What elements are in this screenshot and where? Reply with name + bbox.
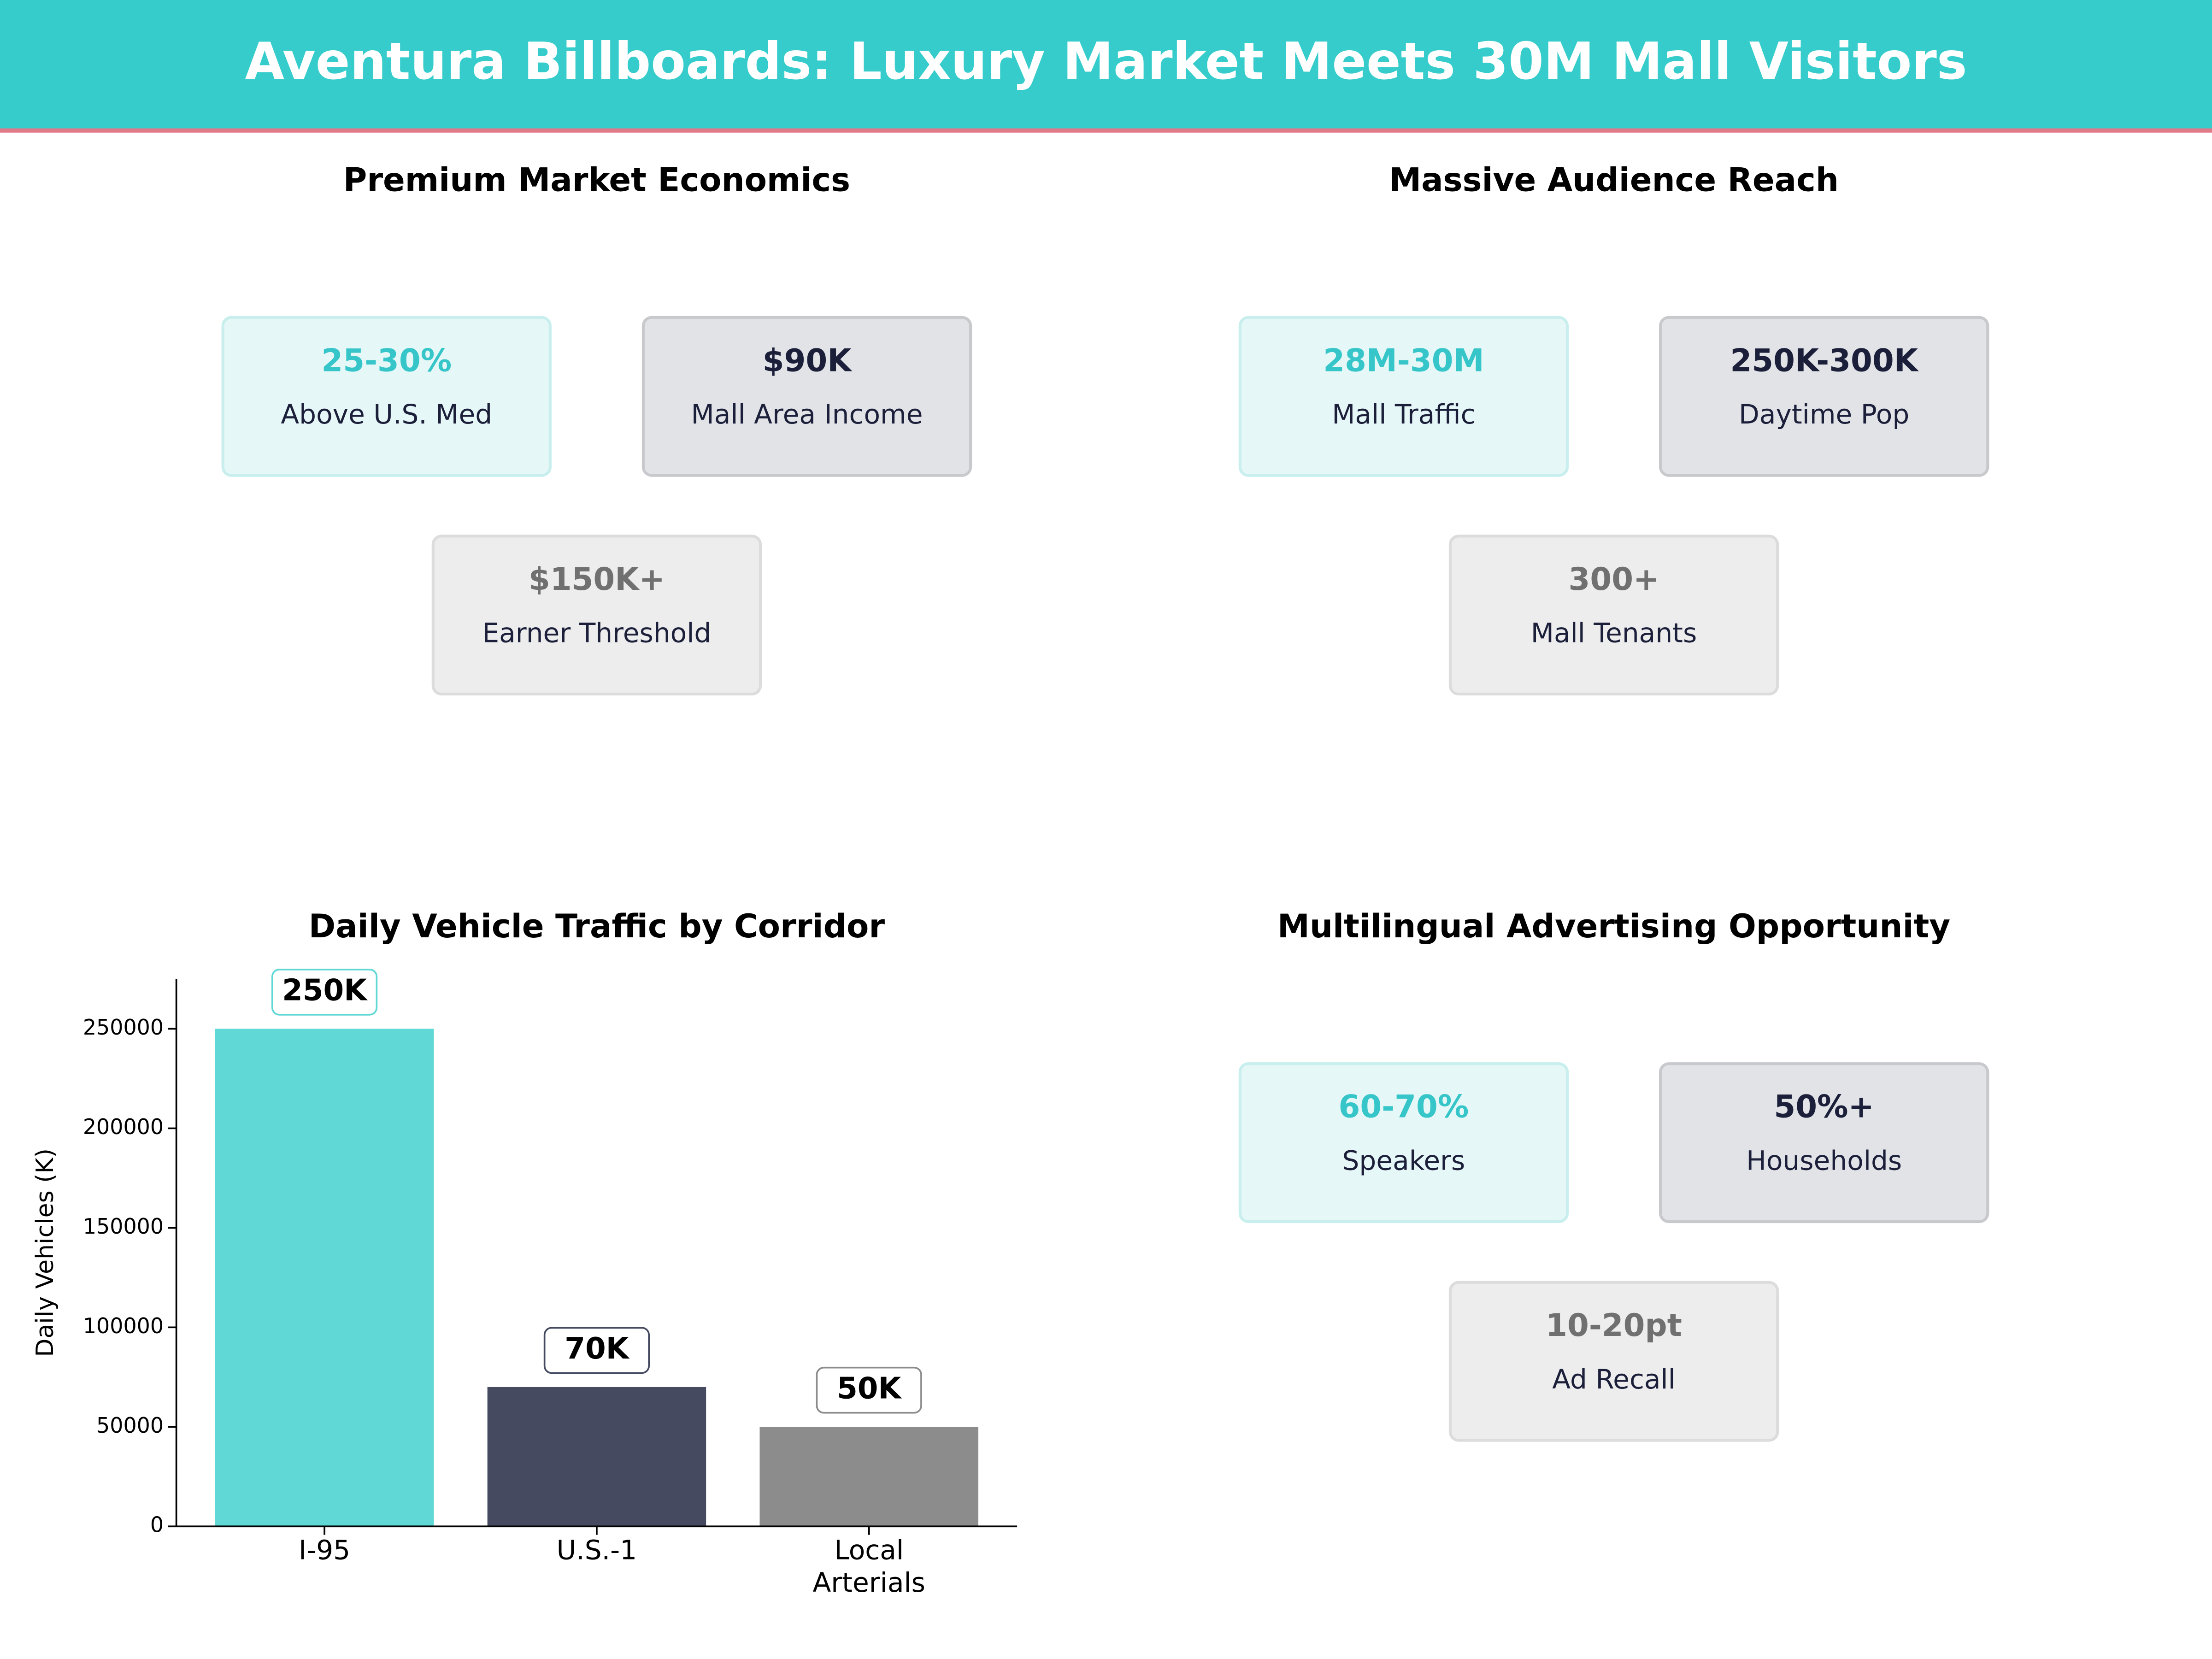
x-tick-label: Local Arterials (812, 1534, 925, 1598)
value-label-box (816, 1366, 922, 1414)
stat-value: 10-20pt (1546, 1307, 1682, 1343)
stat-label: Earner Threshold (482, 618, 711, 649)
panel-title: Massive Audience Reach (1389, 161, 1839, 199)
stat-value: $90K (763, 342, 853, 378)
stat-label: Households (1746, 1145, 1902, 1177)
stat-label: Ad Recall (1552, 1364, 1676, 1395)
x-tick-line: U.S.-1 (557, 1534, 637, 1565)
y-tick-label: 0 (150, 1512, 164, 1537)
stat-label: Mall Traffic (1332, 399, 1475, 430)
stat-value: 250K-300K (1730, 342, 1919, 378)
panel-title: Multilingual Advertising Opportunity (1277, 907, 1950, 945)
x-tick-line: Local (834, 1534, 904, 1565)
y-tick-label: 100000 (83, 1313, 164, 1338)
stat-card (1238, 1062, 1569, 1224)
value-label-box (543, 1327, 650, 1374)
stat-card (1659, 1062, 1989, 1224)
panel-title: Premium Market Economics (343, 161, 850, 199)
y-tick-label: 50000 (96, 1413, 164, 1438)
stat-card (641, 316, 972, 477)
stat-value: 28M-30M (1323, 342, 1484, 378)
stat-value: $150K+ (529, 561, 665, 597)
header-rule (0, 128, 2212, 133)
header-bar (0, 0, 2212, 130)
stat-card (1238, 316, 1569, 477)
stat-value: 25-30% (321, 342, 452, 378)
page-title: Aventura Billboards: Luxury Market Meets… (245, 32, 1967, 91)
value-label: 250K (282, 973, 368, 1007)
stat-label: Mall Tenants (1531, 618, 1697, 649)
y-tick-label: 200000 (83, 1114, 164, 1139)
stat-card (221, 316, 552, 477)
y-tick-label: 150000 (83, 1214, 164, 1239)
x-tick-line: I-95 (299, 1534, 350, 1565)
x-tick-label: I-95 (299, 1534, 350, 1565)
y-axis-label: Daily Vehicles (K) (31, 1148, 59, 1357)
bar (759, 1427, 978, 1527)
stat-card (1659, 316, 1989, 477)
chart-title: Daily Vehicle Traffic by Corridor (309, 907, 885, 945)
stat-card (1448, 1281, 1779, 1442)
bar (215, 1029, 434, 1527)
stat-value: 300+ (1569, 561, 1659, 597)
value-label: 50K (837, 1371, 902, 1406)
stat-label: Daytime Pop (1739, 399, 1909, 430)
y-tick-label: 250000 (83, 1015, 164, 1040)
stat-card (1448, 535, 1779, 696)
stat-label: Mall Area Income (691, 399, 923, 430)
stat-value: 50%+ (1774, 1088, 1874, 1125)
stat-card (431, 535, 762, 696)
x-tick-label: U.S.-1 (557, 1534, 637, 1565)
x-tick-line: Arterials (812, 1567, 925, 1598)
stat-label: Above U.S. Med (281, 399, 492, 430)
value-label: 70K (565, 1331, 629, 1366)
stat-value: 60-70% (1339, 1088, 1469, 1125)
stat-label: Speakers (1342, 1145, 1465, 1177)
value-label-box (271, 969, 378, 1016)
bar (487, 1387, 706, 1527)
